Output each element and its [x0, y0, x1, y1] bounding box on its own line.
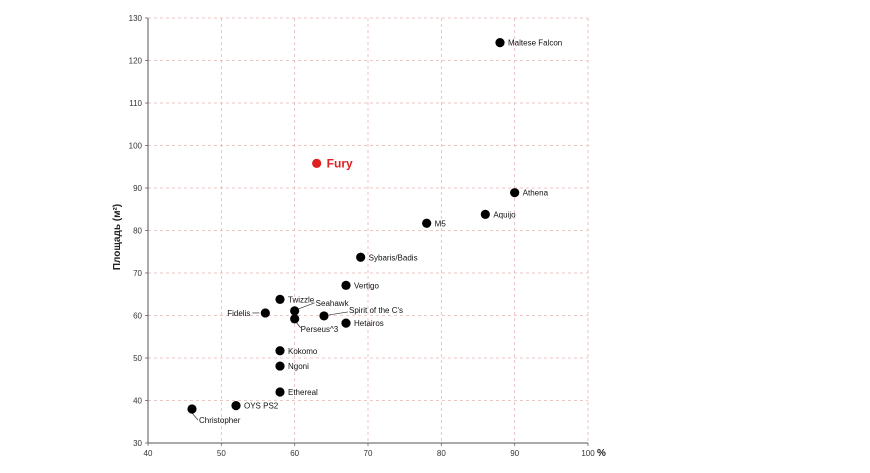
data-point-kokomo: [275, 346, 285, 356]
data-point-ngoni: [275, 361, 285, 371]
x-tick-label: 90: [510, 449, 519, 458]
data-point-fury: [312, 158, 322, 168]
y-tick-label: 30: [133, 439, 142, 448]
data-point-maltese-falcon: [495, 38, 505, 48]
point-label: Perseus^3: [301, 325, 339, 334]
grid-lines: [148, 17, 589, 443]
point-label: Fidelis: [227, 309, 250, 318]
data-point-m5: [422, 218, 432, 228]
point-label: OYS PS2: [244, 402, 279, 411]
data-point-aquijo: [480, 209, 490, 219]
point-label: Fury: [327, 156, 353, 170]
y-tick-label: 130: [129, 14, 143, 23]
y-tick-label: 70: [133, 269, 142, 278]
data-point-vertigo: [341, 280, 351, 290]
point-label: Ethereal: [288, 388, 318, 397]
y-tick-label: 120: [129, 57, 143, 66]
y-tick-label: 50: [133, 354, 142, 363]
y-tick-label: 80: [133, 227, 142, 236]
y-tick-label: 60: [133, 312, 142, 321]
label-leader-line: [298, 302, 315, 310]
data-point-seahawk: [290, 306, 300, 316]
x-axis-unit: %: [597, 448, 606, 459]
y-tick-label: 40: [133, 397, 142, 406]
x-tick-label: 100: [581, 449, 595, 458]
point-labels: Maltese Falcon Fury Athena Aquijo M5 Sybaris/…: [199, 39, 562, 425]
label-leader-line: [296, 322, 301, 329]
x-tick-label: 70: [364, 449, 373, 458]
y-tick-label: 90: [133, 184, 142, 193]
point-label: Aquijo: [493, 210, 516, 219]
point-label: Christopher: [199, 416, 241, 425]
data-points: [187, 38, 520, 414]
x-tick-label: 80: [437, 449, 446, 458]
data-point-fidelis: [260, 308, 270, 318]
label-leader-lines: [191, 302, 349, 421]
data-point-hetairos: [341, 318, 351, 328]
point-label: Twizzle: [288, 295, 315, 304]
label-leader-line: [328, 311, 349, 316]
point-label: Ngoni: [288, 362, 309, 371]
point-label: Vertigo: [354, 281, 379, 290]
point-label: Spirit of the C's: [349, 306, 403, 315]
tick-labels: 40 50 60 70 80 90 1003040506070809010011012013…: [129, 14, 596, 458]
x-tick-label: 60: [290, 449, 299, 458]
point-label: Athena: [523, 189, 549, 198]
data-point-ethereal: [275, 387, 285, 397]
point-label: Seahawk: [316, 299, 350, 308]
x-tick-label: 40: [144, 449, 153, 458]
data-point-sybaris-badis: [356, 252, 366, 262]
y-axis-label: Площадь (м²): [112, 204, 123, 270]
data-point-spirit-of-the-c-s: [319, 311, 329, 321]
data-point-christopher: [187, 404, 197, 414]
data-point-athena: [510, 188, 520, 198]
point-label: M5: [435, 219, 447, 228]
point-label: Sybaris/Badis: [369, 253, 418, 262]
y-tick-label: 100: [129, 142, 143, 151]
x-tick-label: 50: [217, 449, 226, 458]
point-label: Maltese Falcon: [508, 39, 562, 48]
point-label: Hetairos: [354, 319, 384, 328]
y-tick-label: 110: [129, 99, 142, 108]
label-leader-line: [191, 412, 199, 421]
data-point-perseus-3: [290, 314, 300, 324]
data-point-twizzle: [275, 294, 285, 304]
axes: [145, 17, 589, 446]
data-point-oys-ps2: [231, 401, 241, 411]
point-label: Kokomo: [288, 347, 318, 356]
